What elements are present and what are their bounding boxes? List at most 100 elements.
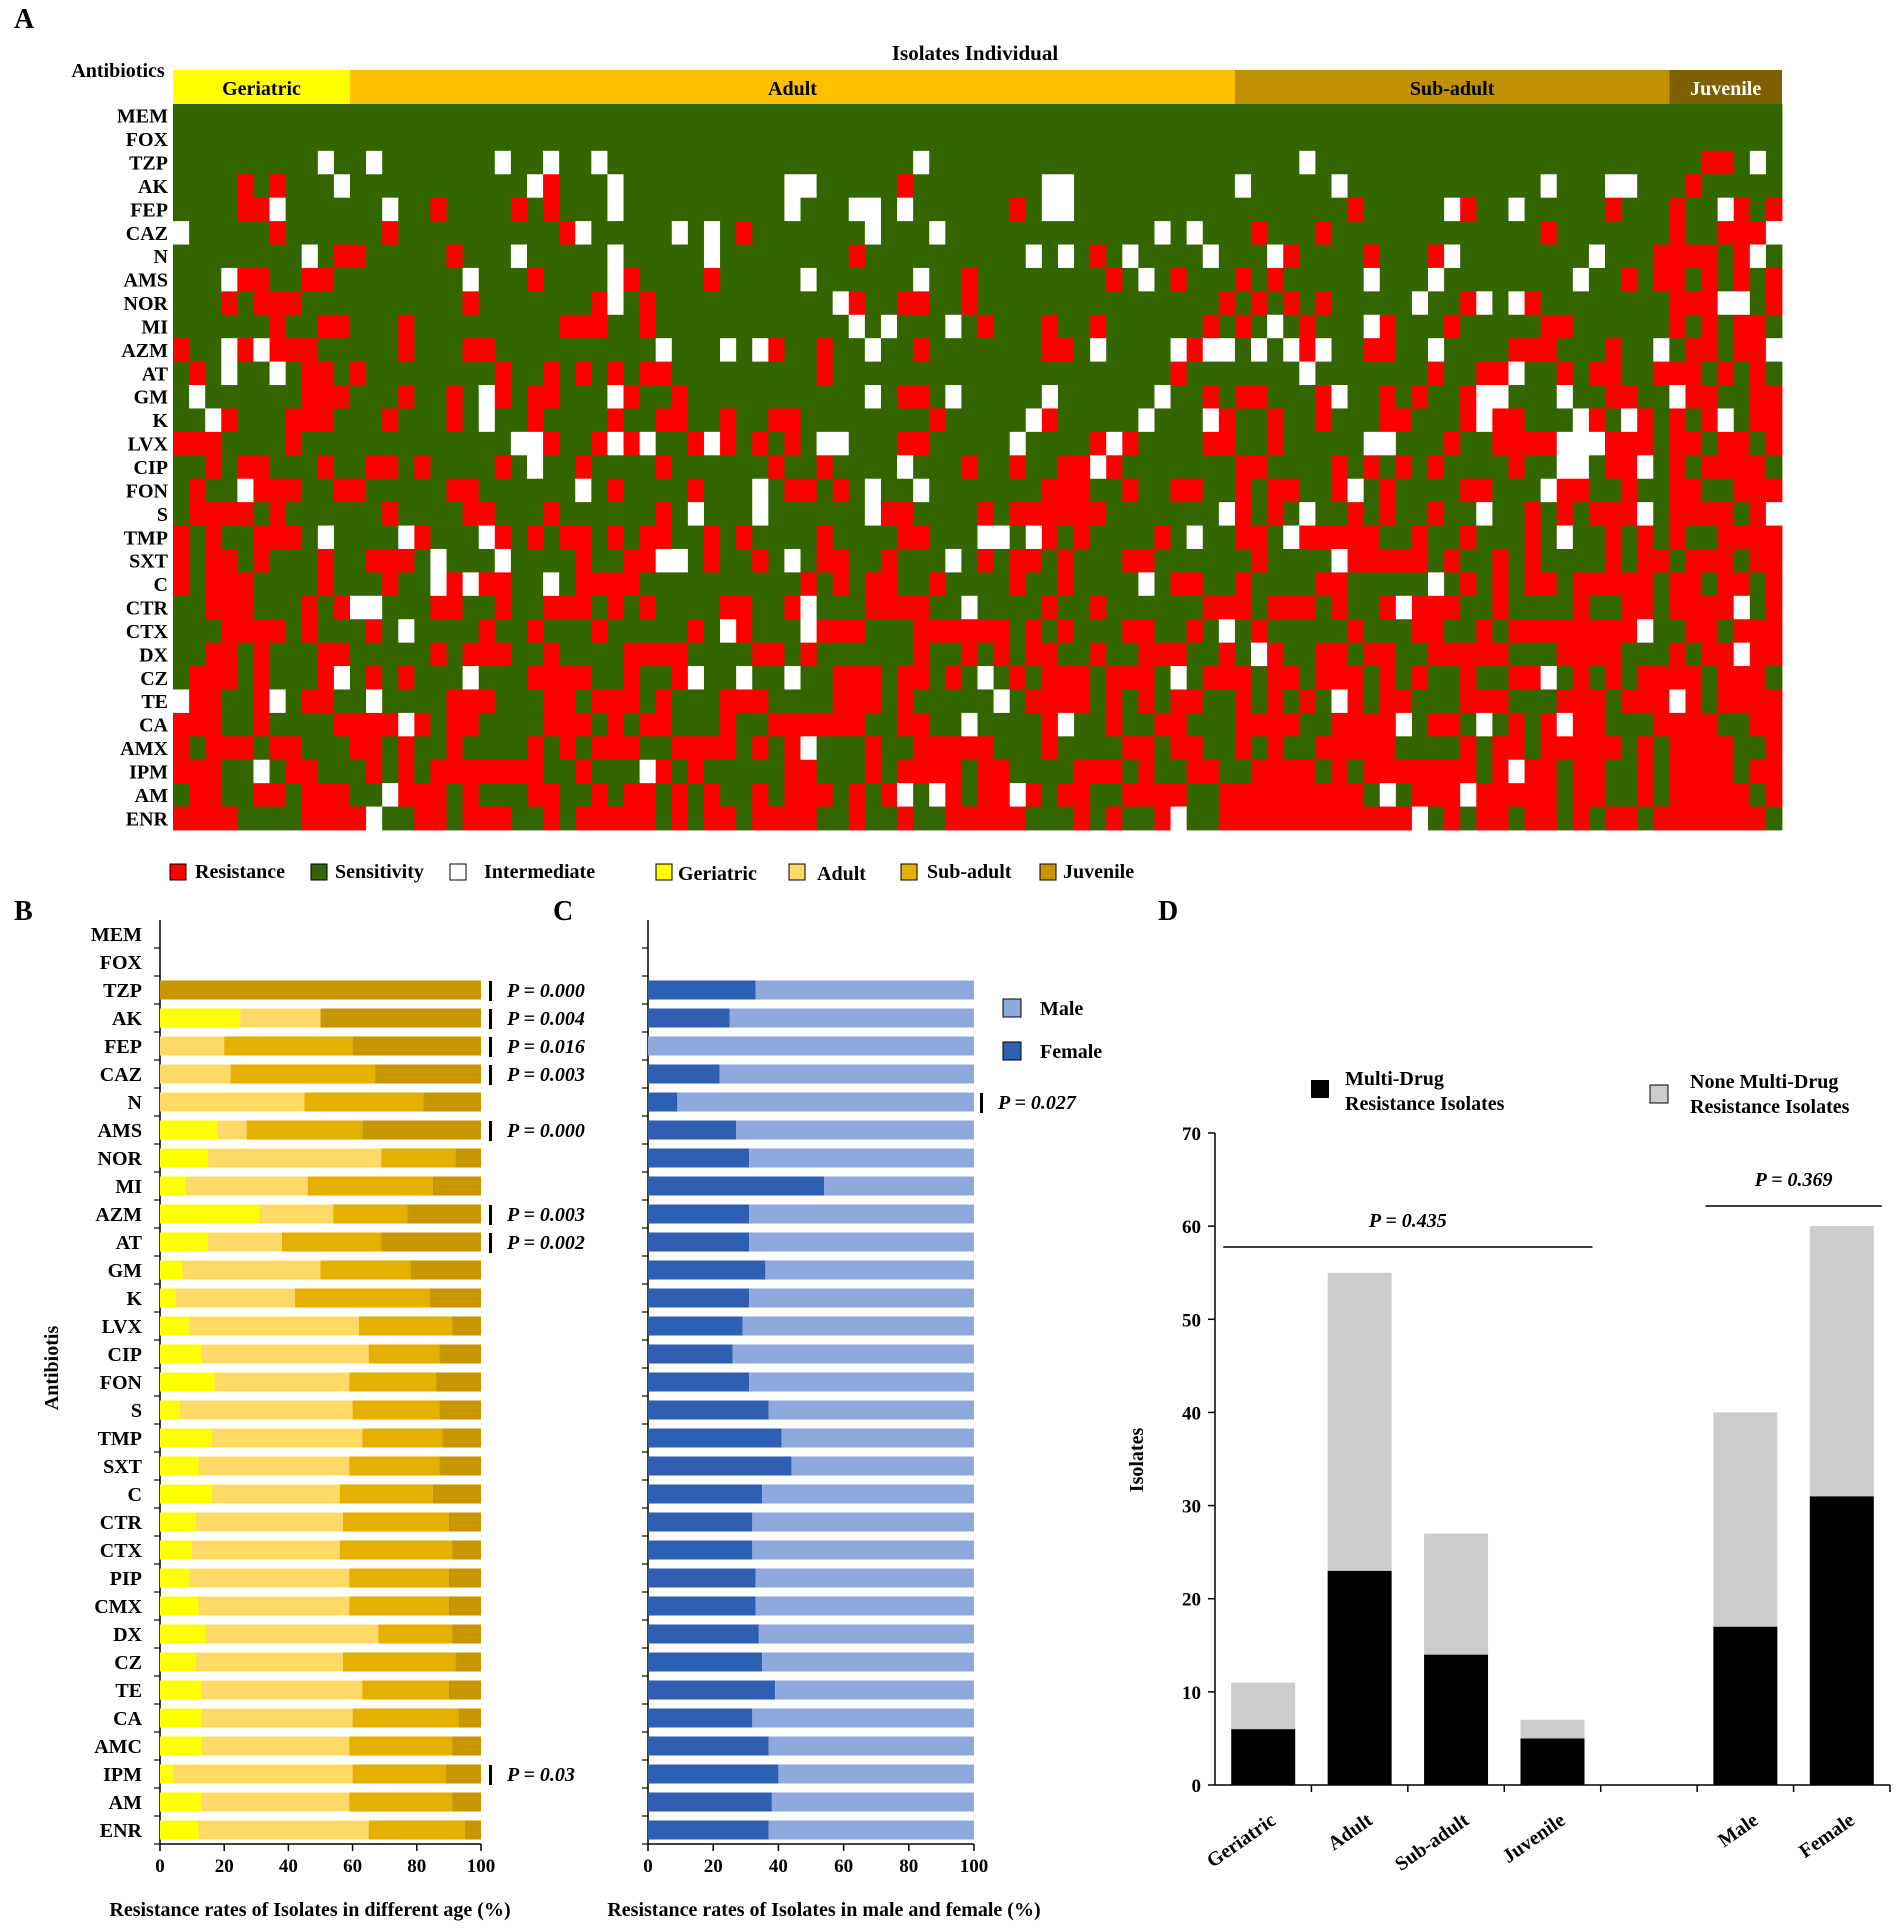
cell-sensitivity: [1283, 736, 1300, 761]
cell-sensitivity: [1733, 385, 1751, 409]
cell-resistance: [1685, 338, 1702, 363]
cell-resistance: [945, 806, 962, 831]
cell-sensitivity: [784, 127, 801, 152]
cell-sensitivity: [768, 291, 785, 316]
cell-sensitivity: [961, 314, 978, 339]
cell-resistance: [1074, 689, 1091, 714]
cell-sensitivity: [639, 221, 657, 245]
cell-sensitivity: [349, 127, 367, 152]
cell-resistance: [478, 689, 496, 714]
cell-sensitivity: [897, 642, 914, 667]
cell-intermediate: [253, 338, 270, 363]
cell-sensitivity: [285, 455, 303, 480]
cell-resistance: [1685, 666, 1702, 690]
cell-resistance: [1460, 408, 1477, 433]
cell-sensitivity: [382, 314, 399, 339]
cell-sensitivity: [1605, 689, 1622, 714]
cell-sensitivity: [382, 595, 399, 620]
cell-resistance: [1090, 431, 1107, 456]
cell-intermediate: [462, 572, 480, 597]
cell-sensitivity: [929, 104, 946, 128]
panel-b-category-label: FON: [100, 1372, 143, 1394]
cell-sensitivity: [1572, 244, 1590, 269]
cell-resistance: [1170, 783, 1188, 807]
cell-sensitivity: [205, 104, 222, 128]
panel-b-bar-adult: [201, 1344, 369, 1364]
panel-b-bar-geriatric: [160, 1148, 209, 1168]
cell-sensitivity: [1170, 291, 1188, 316]
cell-sensitivity: [510, 642, 528, 667]
cell-sensitivity: [1540, 104, 1558, 128]
cell-resistance: [349, 736, 367, 761]
cell-sensitivity: [671, 361, 689, 386]
cell-sensitivity: [189, 338, 206, 363]
cell-resistance: [1363, 712, 1381, 737]
cell-sensitivity: [929, 455, 946, 480]
cell-sensitivity: [800, 689, 817, 714]
cell-sensitivity: [1460, 174, 1477, 199]
cell-sensitivity: [526, 338, 544, 363]
cell-sensitivity: [1444, 478, 1461, 503]
cell-sensitivity: [1460, 455, 1477, 480]
cell-resistance: [913, 642, 930, 667]
cell-sensitivity: [478, 548, 496, 573]
cell-sensitivity: [1009, 385, 1027, 409]
cell-sensitivity: [768, 689, 785, 714]
cell-sensitivity: [382, 150, 399, 175]
cell-sensitivity: [655, 806, 673, 831]
cell-sensitivity: [430, 127, 447, 152]
cell-resistance: [1717, 759, 1735, 784]
cell-sensitivity: [784, 221, 801, 245]
cell-sensitivity: [1540, 291, 1558, 316]
cell-resistance: [559, 689, 576, 714]
cell-sensitivity: [285, 502, 303, 526]
cell-sensitivity: [446, 150, 464, 175]
panel-d-bar-none-mdr: [1424, 1533, 1489, 1655]
panel-b-bar-juvenile: [448, 1596, 481, 1616]
cell-sensitivity: [1074, 267, 1091, 292]
cell-resistance: [1556, 689, 1574, 714]
cell-sensitivity: [526, 291, 544, 316]
cell-resistance: [961, 736, 978, 761]
cell-resistance: [607, 806, 624, 831]
cell-intermediate: [720, 338, 737, 363]
cell-sensitivity: [977, 431, 994, 456]
cell-sensitivity: [446, 642, 464, 667]
cell-sensitivity: [301, 455, 319, 480]
panel-b-bar-sub-adult: [352, 1400, 440, 1420]
cell-resistance: [1588, 689, 1606, 714]
cell-sensitivity: [623, 712, 641, 737]
cell-resistance: [285, 736, 303, 761]
cell-sensitivity: [639, 736, 657, 761]
panel-c-bar-female: [648, 1568, 756, 1588]
cell-resistance: [655, 361, 673, 386]
cell-sensitivity: [543, 478, 560, 503]
cell-sensitivity: [301, 314, 319, 339]
cell-sensitivity: [1041, 104, 1059, 128]
cell-sensitivity: [205, 197, 222, 222]
cell-resistance: [1765, 431, 1783, 456]
cell-sensitivity: [1025, 595, 1043, 620]
cell-intermediate: [1508, 361, 1525, 386]
panel-b-bar-geriatric: [160, 1512, 196, 1532]
cell-resistance: [1090, 759, 1107, 784]
cell-resistance: [1267, 666, 1284, 690]
cell-resistance: [510, 759, 528, 784]
cell-resistance: [398, 314, 415, 339]
panel-c-bar-male: [781, 1428, 974, 1448]
cell-sensitivity: [1379, 572, 1397, 597]
cell-sensitivity: [1508, 525, 1525, 550]
cell-intermediate: [1138, 408, 1155, 433]
cell-sensitivity: [189, 572, 206, 597]
cell-resistance: [1428, 759, 1445, 784]
cell-sensitivity: [317, 291, 335, 316]
cell-sensitivity: [398, 642, 415, 667]
cell-sensitivity: [591, 759, 608, 784]
cell-sensitivity: [1411, 736, 1429, 761]
cell-resistance: [446, 712, 464, 737]
panel-b-bar-geriatric: [160, 1708, 202, 1728]
panel-b-annotation-marker: [489, 1009, 492, 1029]
cell-resistance: [269, 525, 287, 550]
cell-sensitivity: [1685, 455, 1702, 480]
